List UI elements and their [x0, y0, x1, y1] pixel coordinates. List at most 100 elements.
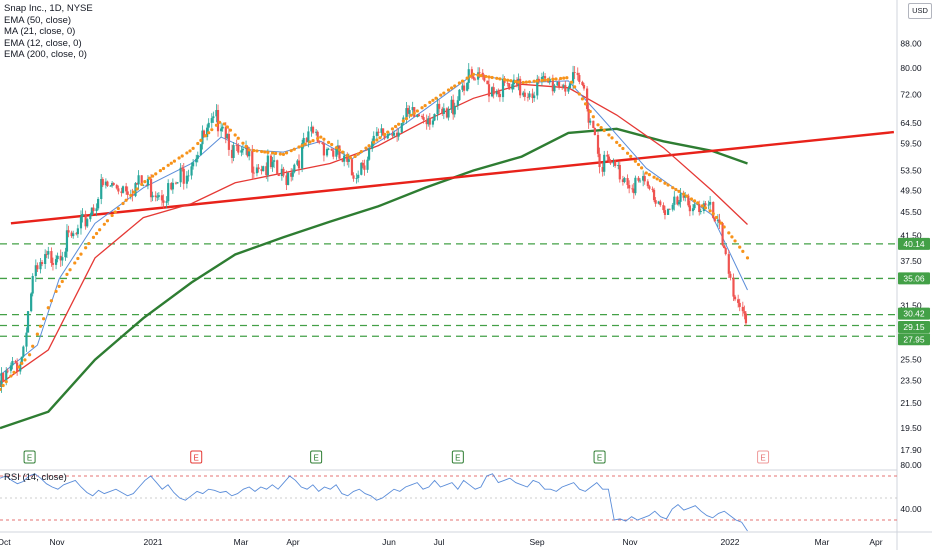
candle-body — [481, 72, 484, 76]
ema12-dot — [569, 80, 574, 84]
candle-body — [562, 85, 565, 88]
ema12-dot — [185, 151, 189, 155]
candle-body — [486, 80, 489, 85]
candle-body — [70, 232, 73, 237]
ema12-dot — [708, 209, 712, 213]
candle-body — [431, 120, 435, 125]
candle-body — [97, 198, 100, 209]
ema12-dot — [588, 109, 592, 114]
candle-body — [117, 188, 120, 192]
rsi-legend[interactable]: RSI (14, close) — [4, 472, 67, 483]
candle-body — [592, 120, 595, 128]
price-tick-13: 21.50 — [900, 398, 922, 408]
candle-body — [248, 150, 251, 157]
earnings-marker-label-3: E — [455, 454, 460, 463]
ema12-dot — [490, 75, 494, 80]
earnings-marker-label-0: E — [27, 454, 32, 463]
ema12-dot — [46, 306, 50, 310]
ema12-dot — [583, 102, 588, 106]
candle-body — [210, 118, 213, 123]
ema12-dot — [292, 147, 296, 151]
ema12-dot — [602, 128, 606, 133]
candle-body — [39, 262, 42, 270]
ema12-dot — [84, 246, 88, 250]
ema12-dot — [330, 142, 334, 147]
candles — [0, 63, 748, 393]
earnings-marker-5 — [757, 450, 770, 464]
candle-body — [192, 162, 195, 167]
ema12-dot — [353, 154, 357, 159]
ema12-dot — [375, 138, 379, 142]
ema12-dot — [439, 93, 443, 97]
legend-ema50[interactable]: EMA (50, close) — [4, 14, 72, 26]
ema12-dot — [640, 166, 644, 170]
candle-body — [425, 119, 428, 125]
ema12-dot — [322, 137, 326, 141]
candle-body — [56, 255, 59, 260]
ema12-dot — [434, 96, 438, 100]
candle-body — [187, 175, 190, 177]
price-tick-5: 53.50 — [900, 166, 922, 176]
ema12-dot — [516, 80, 521, 84]
candle-body — [51, 263, 55, 265]
ema12-dot — [513, 79, 518, 84]
legend-ema12[interactable]: EMA (12, close, 0) — [4, 37, 82, 49]
rsi-tick-80: 80.00 — [900, 460, 922, 470]
ema12-dot — [484, 74, 488, 79]
candle-body — [100, 179, 103, 199]
candle-body — [134, 183, 137, 197]
candle-body — [257, 167, 260, 170]
ema12-dot — [68, 268, 72, 272]
candle-body — [576, 72, 579, 76]
ema12-dot — [270, 151, 275, 155]
candle-body — [237, 145, 240, 153]
ema12-dot — [409, 113, 413, 117]
candle-body — [733, 296, 737, 300]
price-tick-6: 49.50 — [900, 185, 922, 195]
candle-body — [160, 195, 164, 201]
candle-body — [676, 196, 679, 205]
candle-body — [240, 150, 243, 153]
ema12-dot — [554, 77, 558, 81]
candle-body — [609, 160, 612, 164]
candle-body — [162, 200, 165, 203]
candle-body — [367, 148, 371, 160]
legend-ma21[interactable]: MA (21, close, 0) — [4, 26, 76, 37]
candle-body — [190, 166, 193, 176]
candle-body — [357, 174, 360, 179]
ema12-dot — [565, 76, 569, 80]
time-label-5: Jun — [382, 537, 396, 547]
candle-body — [526, 96, 530, 98]
candle-body — [684, 195, 687, 198]
time-label-4: Apr — [286, 537, 299, 547]
price-tick-9: 37.50 — [900, 256, 922, 266]
ema12-dot — [79, 252, 83, 256]
candle-body — [553, 85, 556, 92]
candle-body — [64, 251, 67, 258]
candle-body — [411, 107, 414, 111]
candle-body — [729, 273, 732, 278]
earnings-marker-0 — [23, 450, 36, 464]
candle-body — [519, 78, 522, 96]
ema12-dot — [319, 135, 323, 139]
currency-badge[interactable]: USD — [908, 3, 932, 19]
candle-body — [92, 207, 95, 212]
trendline — [10, 130, 895, 225]
ema12-dot — [730, 235, 734, 239]
candle-body — [738, 302, 741, 307]
candle-body — [724, 247, 727, 255]
legend-title: Snap Inc., 1D, NYSE — [4, 3, 93, 14]
candle-body — [713, 218, 716, 222]
legend-ema200[interactable]: EMA (200, close, 0) — [4, 49, 87, 60]
candle-body — [698, 204, 701, 213]
earnings-marker-label-4: E — [597, 454, 602, 463]
ema12-dot — [278, 152, 282, 156]
candle-body — [614, 161, 617, 166]
candle-body — [585, 88, 589, 109]
candle-body — [2, 372, 5, 382]
ema12-dot — [397, 122, 401, 126]
price-tick-10: 31.50 — [900, 301, 922, 311]
ema12-dot — [674, 187, 678, 192]
candle-body — [182, 168, 185, 184]
